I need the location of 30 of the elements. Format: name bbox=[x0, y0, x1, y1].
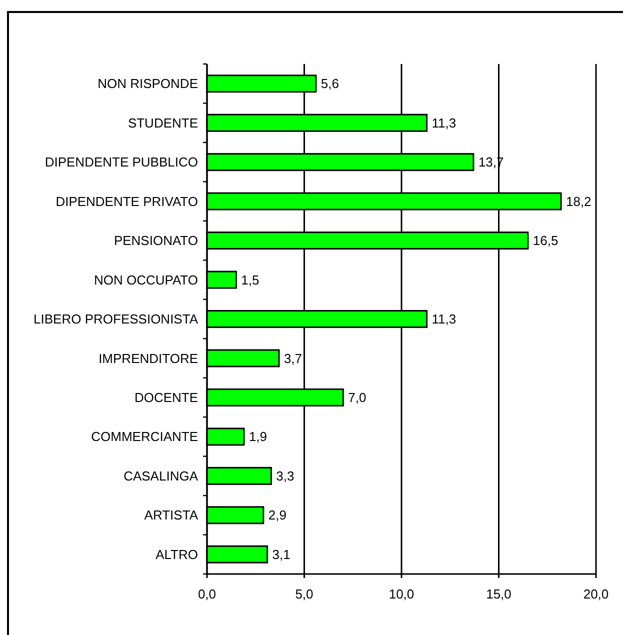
data-label: 1,5 bbox=[241, 272, 260, 288]
x-tick-label: 15,0 bbox=[486, 586, 512, 602]
data-label: 3,7 bbox=[284, 350, 302, 366]
y-tick-label: IMPRENDITORE bbox=[98, 350, 198, 366]
data-label: 11,3 bbox=[432, 312, 456, 327]
x-tick-label: 20,0 bbox=[583, 586, 609, 602]
x-tick-label: 0,0 bbox=[198, 586, 216, 602]
data-label: 2,9 bbox=[268, 508, 286, 523]
y-tick-label: STUDENTE bbox=[128, 115, 198, 130]
y-tick-label: NON RISPONDE bbox=[98, 76, 198, 92]
x-tick-label: 5,0 bbox=[295, 586, 314, 602]
data-label: 11,3 bbox=[432, 115, 456, 130]
y-tick-label: PENSIONATO bbox=[114, 233, 198, 248]
y-tick-label: COMMERCIANTE bbox=[91, 429, 198, 444]
data-label: 3,1 bbox=[272, 546, 290, 562]
data-label: 18,2 bbox=[566, 194, 592, 209]
y-tick-label: ARTISTA bbox=[144, 508, 198, 523]
y-tick-label: LIBERO PROFESSIONISTA bbox=[34, 312, 198, 327]
y-tick-label: CASALINGA bbox=[124, 468, 198, 484]
y-tick-label: DIPENDENTE PUBBLICO bbox=[44, 154, 198, 170]
data-label: 7,0 bbox=[348, 390, 366, 406]
y-tick-label: NON OCCUPATO bbox=[94, 272, 198, 288]
x-tick-label: 10,0 bbox=[388, 586, 414, 602]
data-label: 5,6 bbox=[320, 76, 339, 92]
data-label: 1,9 bbox=[248, 429, 268, 444]
data-label: 16,5 bbox=[532, 233, 558, 248]
y-tick-label: DIPENDENTE PRIVATO bbox=[56, 194, 198, 209]
data-label: 3,3 bbox=[276, 468, 294, 484]
y-tick-label: DOCENTE bbox=[134, 390, 198, 406]
y-tick-label: ALTRO bbox=[156, 546, 198, 562]
